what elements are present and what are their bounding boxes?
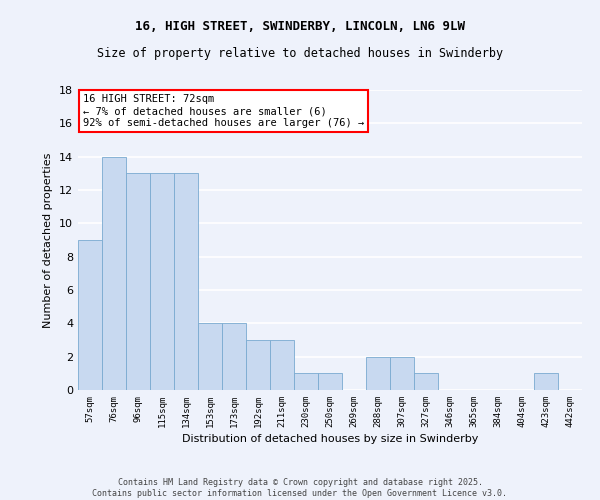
Bar [294,374,318,390]
Bar [270,340,294,390]
X-axis label: Distribution of detached houses by size in Swinderby: Distribution of detached houses by size … [182,434,478,444]
Bar [390,356,414,390]
Bar [102,156,126,390]
Bar [150,174,174,390]
Bar [198,324,222,390]
Bar [534,374,558,390]
Text: 16, HIGH STREET, SWINDERBY, LINCOLN, LN6 9LW: 16, HIGH STREET, SWINDERBY, LINCOLN, LN6… [135,20,465,33]
Bar [174,174,198,390]
Text: Size of property relative to detached houses in Swinderby: Size of property relative to detached ho… [97,48,503,60]
Text: Contains HM Land Registry data © Crown copyright and database right 2025.
Contai: Contains HM Land Registry data © Crown c… [92,478,508,498]
Text: 16 HIGH STREET: 72sqm
← 7% of detached houses are smaller (6)
92% of semi-detach: 16 HIGH STREET: 72sqm ← 7% of detached h… [83,94,364,128]
Bar [414,374,438,390]
Y-axis label: Number of detached properties: Number of detached properties [43,152,53,328]
Bar [246,340,270,390]
Bar [126,174,150,390]
Bar [318,374,342,390]
Bar [78,240,102,390]
Bar [366,356,390,390]
Bar [222,324,246,390]
